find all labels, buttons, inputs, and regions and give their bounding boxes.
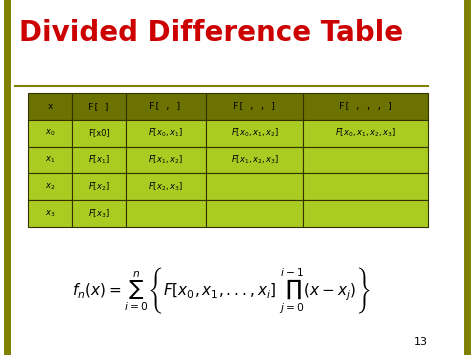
Text: $F[x_1,x_2]$: $F[x_1,x_2]$ [148, 154, 183, 166]
FancyBboxPatch shape [206, 200, 303, 227]
Text: $F[x_1,x_2,x_3]$: $F[x_1,x_2,x_3]$ [230, 154, 279, 166]
Text: x: x [47, 102, 53, 111]
Text: Divided Difference Table: Divided Difference Table [19, 19, 403, 47]
FancyBboxPatch shape [206, 120, 303, 147]
FancyBboxPatch shape [303, 120, 428, 147]
FancyBboxPatch shape [126, 120, 206, 147]
FancyBboxPatch shape [303, 147, 428, 173]
Text: $F[x_2,x_3]$: $F[x_2,x_3]$ [148, 180, 183, 193]
FancyBboxPatch shape [72, 200, 126, 227]
FancyBboxPatch shape [303, 93, 428, 120]
Text: F[ , , ]: F[ , , ] [233, 102, 276, 111]
FancyBboxPatch shape [72, 93, 126, 120]
Text: $F[x_0,x_1,x_2]$: $F[x_0,x_1,x_2]$ [230, 127, 279, 140]
Text: $f_n(x) = \sum_{i=0}^{n} \left\{ F[x_0, x_1,...,x_i]\ \prod_{j=0}^{i-1}(x - x_j): $f_n(x) = \sum_{i=0}^{n} \left\{ F[x_0, … [72, 265, 371, 316]
FancyBboxPatch shape [28, 93, 72, 120]
Text: F[ ]: F[ ] [88, 102, 109, 111]
Text: F[ , ]: F[ , ] [149, 102, 182, 111]
Text: $x_0$: $x_0$ [45, 128, 55, 138]
FancyBboxPatch shape [28, 147, 72, 173]
Text: $F[x_1]$: $F[x_1]$ [88, 154, 109, 166]
FancyBboxPatch shape [28, 120, 72, 147]
Text: F[x0]: F[x0] [88, 129, 110, 138]
FancyBboxPatch shape [206, 147, 303, 173]
FancyBboxPatch shape [126, 173, 206, 200]
FancyBboxPatch shape [126, 200, 206, 227]
Text: $x_2$: $x_2$ [45, 181, 55, 192]
FancyBboxPatch shape [72, 120, 126, 147]
Text: $F[x_0,x_1]$: $F[x_0,x_1]$ [148, 127, 183, 140]
FancyBboxPatch shape [206, 173, 303, 200]
FancyBboxPatch shape [126, 93, 206, 120]
FancyBboxPatch shape [28, 173, 72, 200]
FancyBboxPatch shape [126, 147, 206, 173]
FancyBboxPatch shape [72, 173, 126, 200]
Text: $x_1$: $x_1$ [45, 155, 55, 165]
FancyBboxPatch shape [72, 147, 126, 173]
Text: $F[x_0,x_1,x_2,x_3]$: $F[x_0,x_1,x_2,x_3]$ [335, 127, 396, 140]
Text: $x_3$: $x_3$ [45, 208, 55, 219]
FancyBboxPatch shape [303, 200, 428, 227]
Text: $F[x_3]$: $F[x_3]$ [88, 207, 109, 220]
FancyBboxPatch shape [303, 173, 428, 200]
Text: F[ , , , ]: F[ , , , ] [339, 102, 392, 111]
Text: 13: 13 [414, 337, 428, 346]
Text: $F[x_2]$: $F[x_2]$ [88, 180, 109, 193]
FancyBboxPatch shape [28, 200, 72, 227]
FancyBboxPatch shape [206, 93, 303, 120]
